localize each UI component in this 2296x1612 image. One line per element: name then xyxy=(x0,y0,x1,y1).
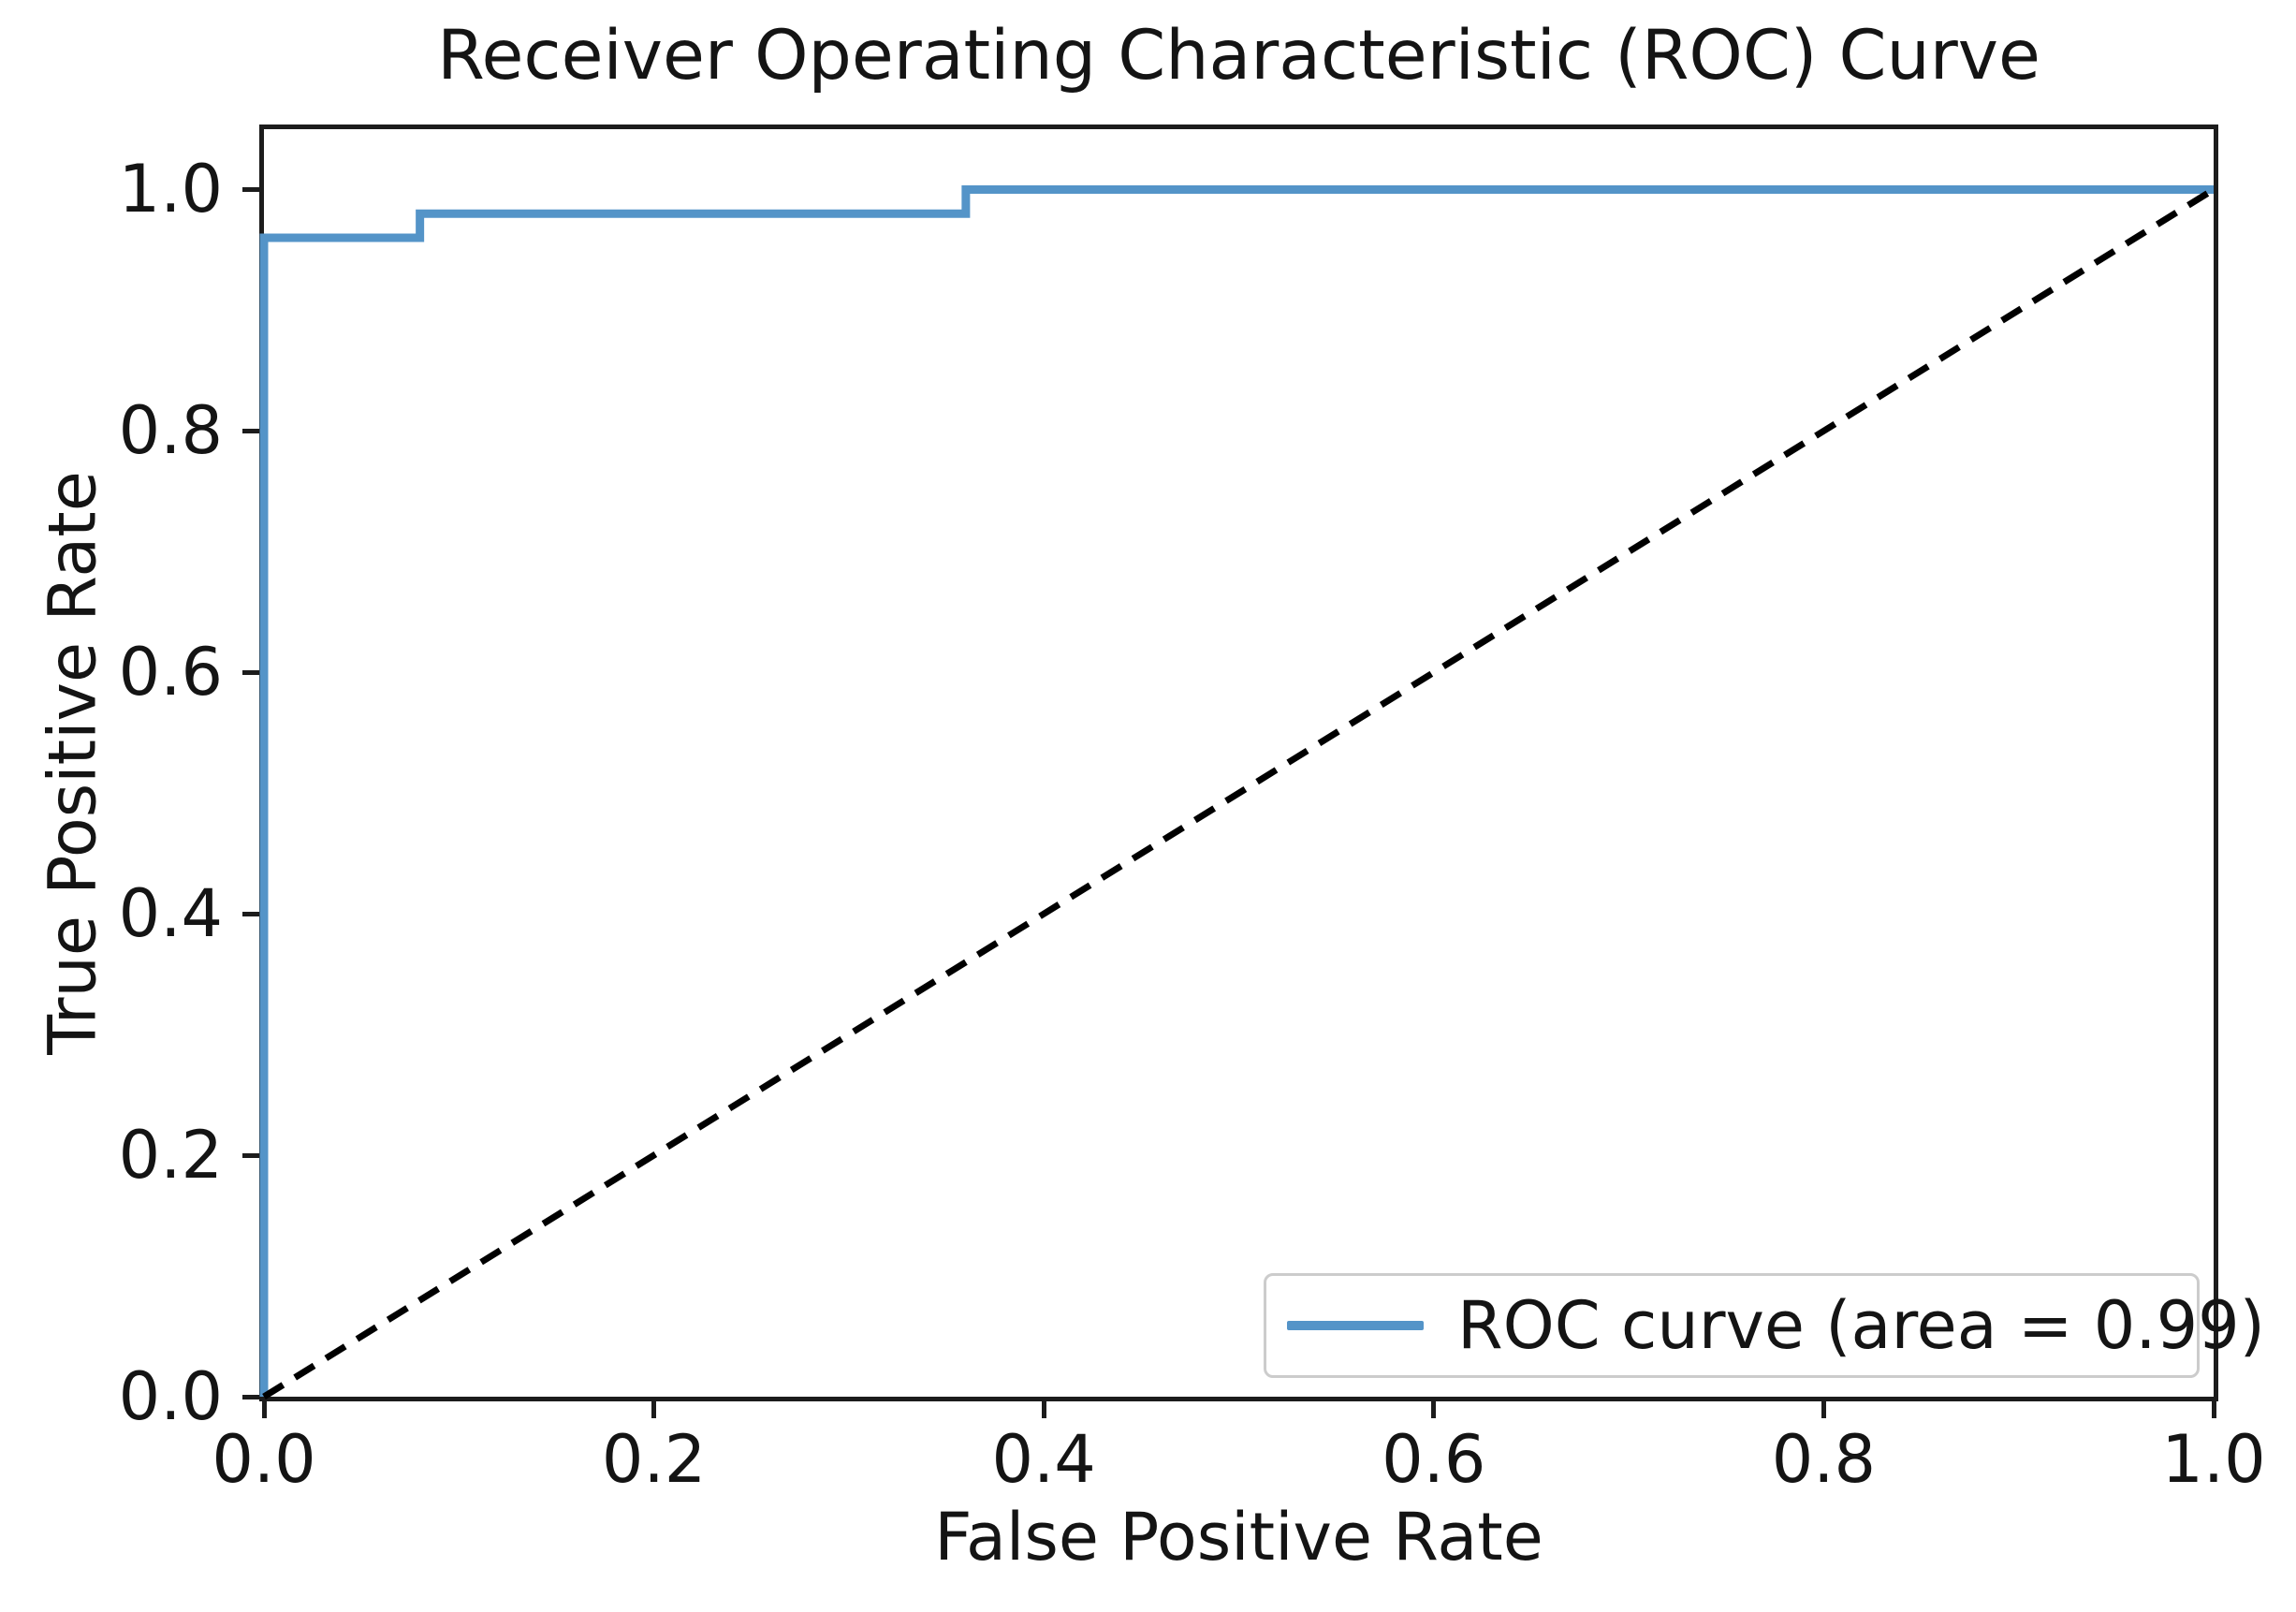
y-tick-mark xyxy=(242,186,259,192)
y-tick-mark xyxy=(242,911,259,916)
x-tick-label: 0.2 xyxy=(601,1421,707,1498)
x-tick-mark xyxy=(1821,1401,1826,1418)
x-axis-label: False Positive Rate xyxy=(934,1499,1543,1575)
x-tick-label: 0.0 xyxy=(212,1421,316,1498)
y-tick-label: 0.6 xyxy=(118,634,223,711)
plot-area: ROC curve (area = 0.99) xyxy=(259,125,2265,1401)
plot-canvas xyxy=(259,184,2216,1400)
y-tick-label: 1.0 xyxy=(118,151,223,228)
x-tick-mark xyxy=(261,1401,267,1418)
chance-diagonal-line xyxy=(262,186,2216,1400)
legend-label: ROC curve (area = 0.99) xyxy=(1457,1287,2265,1364)
y-tick-label: 0.2 xyxy=(118,1117,223,1194)
y-axis-label: True Positive Rate xyxy=(34,471,111,1055)
x-tick-mark xyxy=(651,1401,657,1418)
y-tick-label: 0.4 xyxy=(118,875,223,953)
x-tick-mark xyxy=(1431,1401,1437,1418)
x-tick-mark xyxy=(1041,1401,1046,1418)
chart-title: Receiver Operating Characteristic (ROC) … xyxy=(437,16,2040,95)
x-tick-label: 0.6 xyxy=(1382,1421,1486,1498)
legend: ROC curve (area = 0.99) xyxy=(1264,1273,2265,1378)
y-tick-label: 0.8 xyxy=(118,392,223,470)
y-tick-mark xyxy=(242,428,259,433)
x-tick-mark xyxy=(2211,1401,2216,1418)
x-tick-label: 0.4 xyxy=(991,1421,1096,1498)
y-tick-mark xyxy=(242,1394,259,1400)
roc-curve-line xyxy=(259,184,2214,1397)
y-tick-mark xyxy=(242,1152,259,1158)
y-tick-label: 0.0 xyxy=(118,1358,223,1435)
y-tick-mark xyxy=(242,669,259,675)
legend-line-swatch xyxy=(1287,1321,1424,1330)
x-tick-label: 1.0 xyxy=(2161,1421,2266,1498)
x-tick-label: 0.8 xyxy=(1771,1421,1877,1498)
